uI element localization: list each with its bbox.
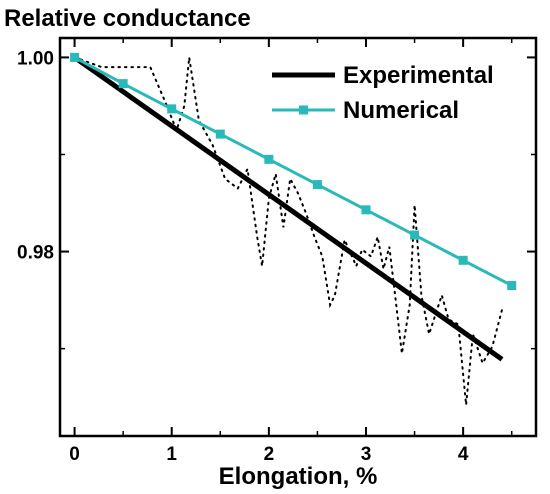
experimental-line xyxy=(73,55,504,362)
y-tick-label: 1.00 xyxy=(17,48,54,69)
legend-label-experimental: Experimental xyxy=(343,62,494,89)
numerical-point xyxy=(167,104,177,114)
y-tick-label: 0.98 xyxy=(17,243,54,264)
legend: Experimental Numerical xyxy=(272,62,494,124)
numerical-point xyxy=(70,52,80,62)
legend-marker-numerical xyxy=(299,105,308,115)
numerical-point xyxy=(118,79,128,89)
x-tick-label: 2 xyxy=(264,444,275,465)
axis-ticks xyxy=(60,38,536,436)
x-tick-label: 3 xyxy=(361,444,372,465)
x-tick-label: 1 xyxy=(166,444,177,465)
x-tick-label: 0 xyxy=(69,444,80,465)
numerical-point xyxy=(361,205,371,215)
numerical-point xyxy=(410,230,420,240)
numerical-point xyxy=(215,129,225,139)
chart-title: Relative conductance xyxy=(4,5,251,32)
x-axis-label: Elongation, % xyxy=(219,463,378,490)
numerical-point xyxy=(312,180,322,190)
numerical-point xyxy=(458,255,468,265)
x-tick-label: 4 xyxy=(458,444,469,465)
legend-label-numerical: Numerical xyxy=(343,97,459,124)
numerical-point xyxy=(264,154,274,164)
numerical-line xyxy=(73,56,513,287)
numerical-point xyxy=(507,281,517,291)
plot-frame xyxy=(58,36,538,438)
tick-labels: 0 1 2 3 4 0.98 1.00 xyxy=(17,48,469,465)
dotted-oscillation-line xyxy=(73,56,503,405)
series-layer xyxy=(70,52,517,405)
